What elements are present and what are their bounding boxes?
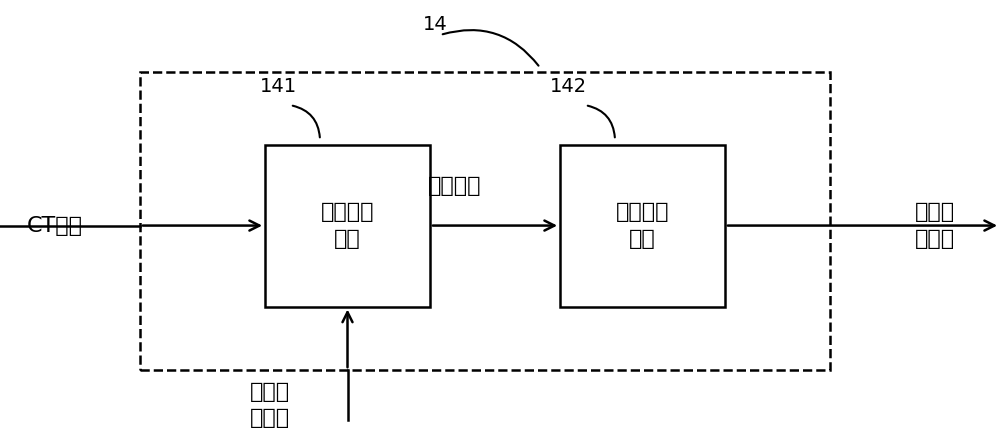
Text: 14: 14 [423, 15, 447, 34]
Text: CT图像: CT图像 [27, 215, 83, 236]
Bar [560, 145, 725, 307]
Bar [265, 145, 430, 307]
Text: 142: 142 [550, 78, 587, 96]
Text: 第二处理
单元: 第二处理 单元 [616, 202, 669, 249]
Text: 141: 141 [260, 78, 297, 96]
Text: 第三预
测结果: 第三预 测结果 [915, 202, 955, 249]
Bar [140, 72, 830, 370]
Text: 临床基
本信息: 临床基 本信息 [250, 382, 290, 428]
Text: 第一处理
单元: 第一处理 单元 [321, 202, 374, 249]
Text: 参数矩阵: 参数矩阵 [428, 176, 482, 196]
